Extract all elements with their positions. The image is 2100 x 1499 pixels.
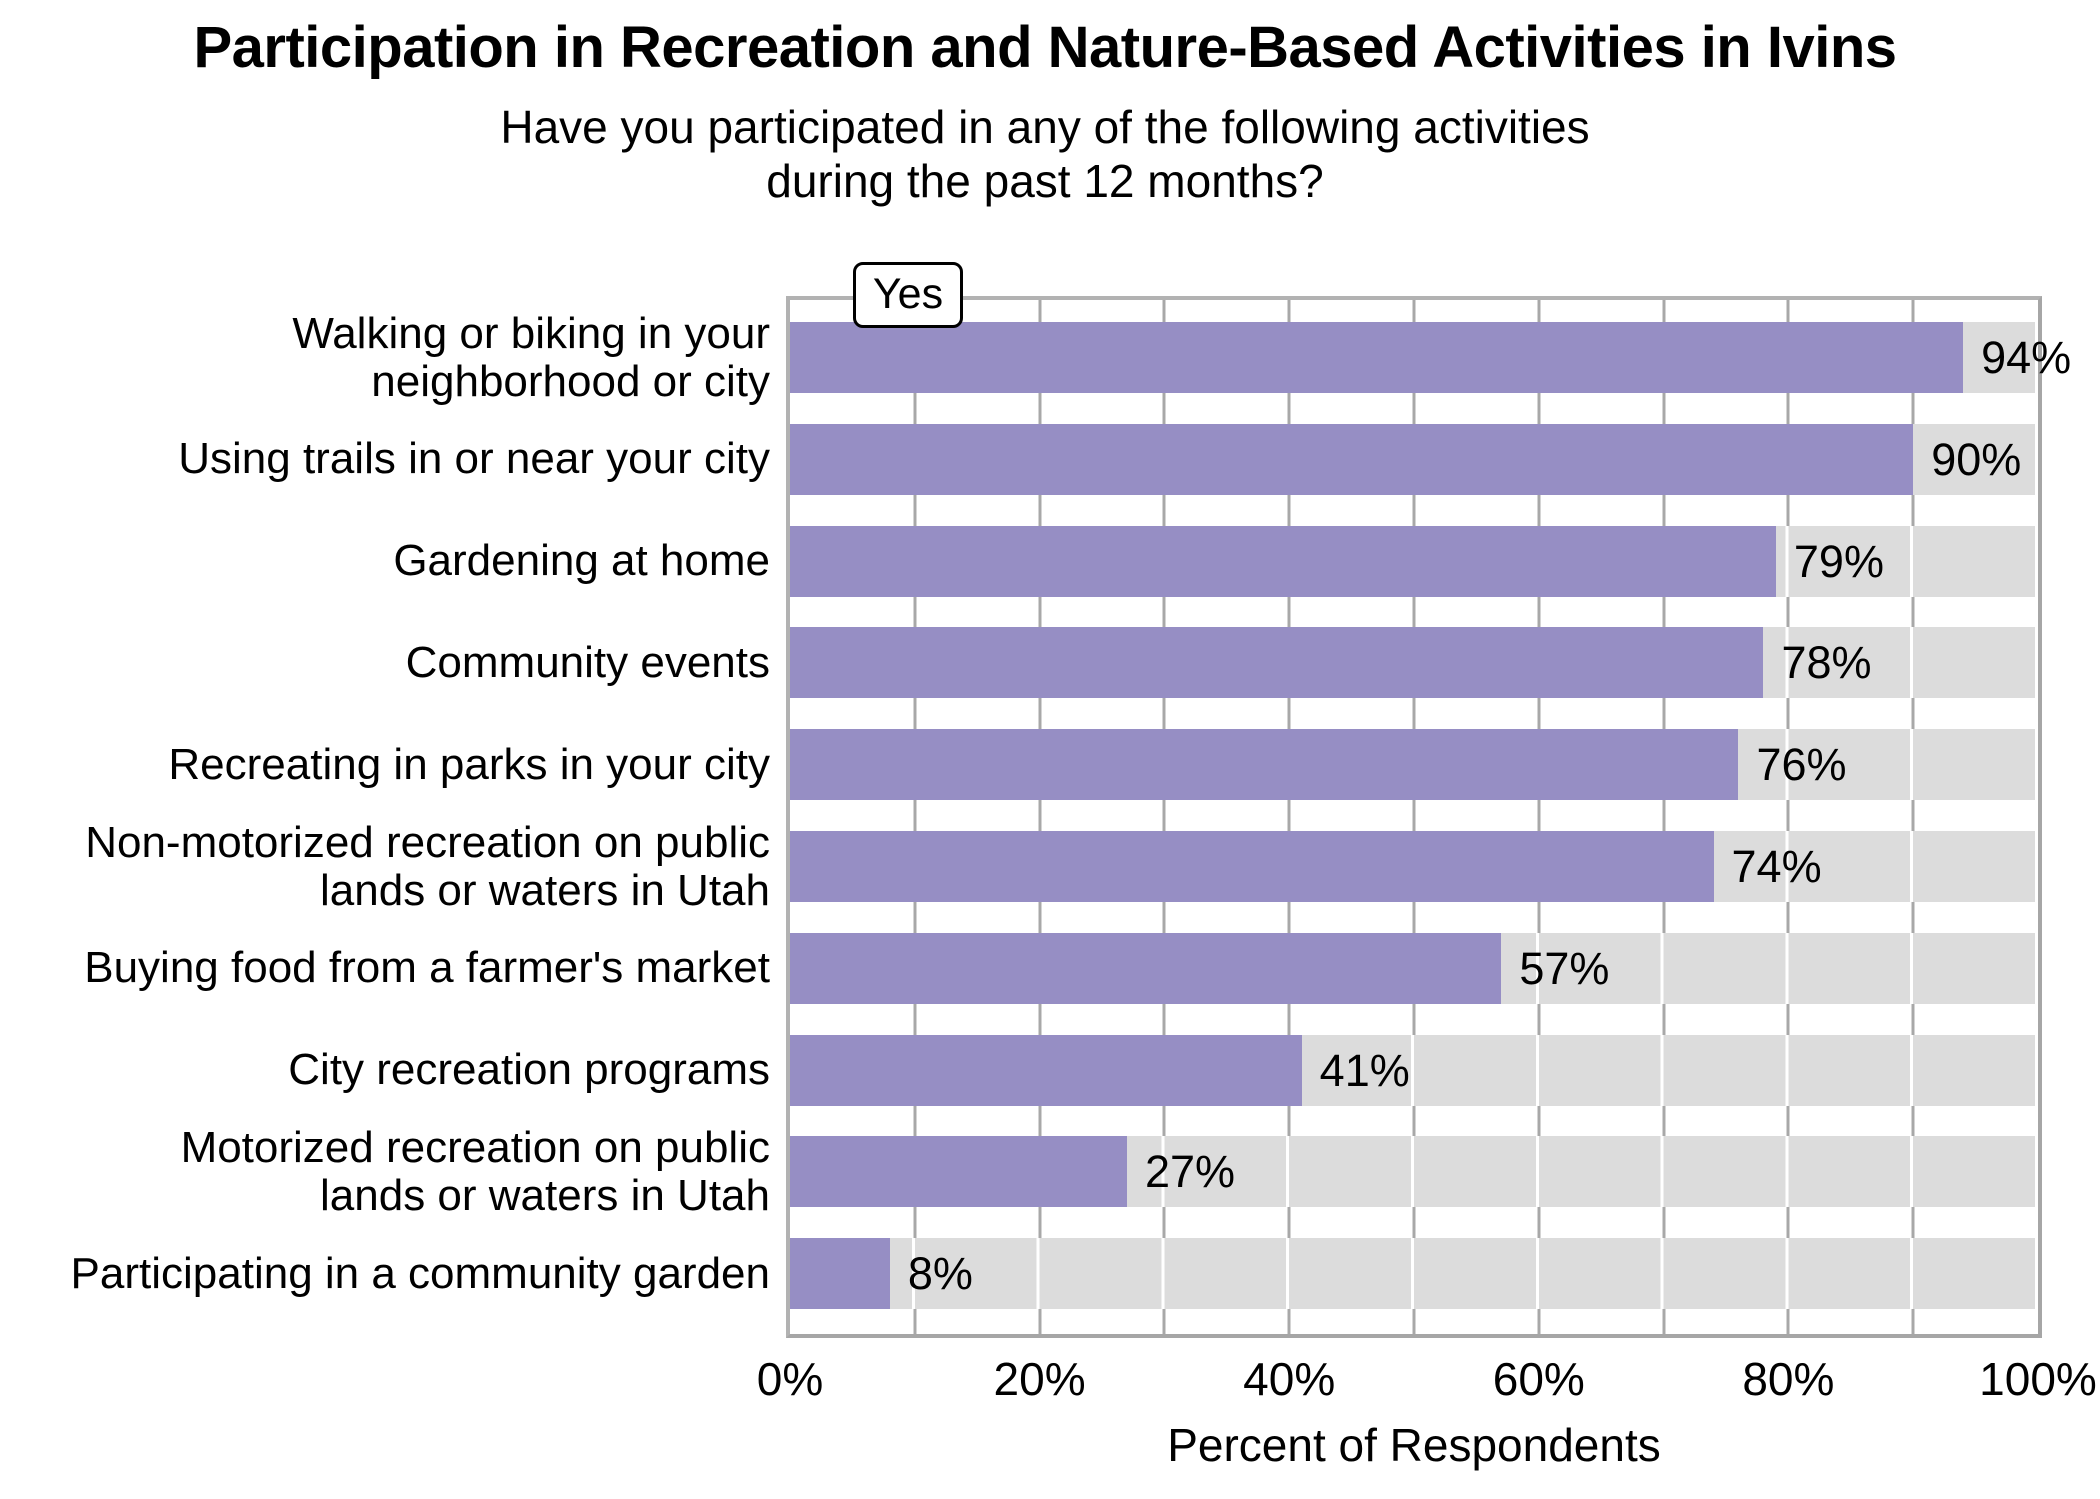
gridline-30pct [1162, 300, 1166, 1334]
bar-yes [790, 1034, 1302, 1106]
legend-yes-label: Yes [872, 270, 944, 318]
chart-subtitle-line1: Have you participated in any of the foll… [500, 101, 1590, 153]
category-label-line: Non-motorized recreation on public [85, 817, 770, 867]
bar-row: 78% [790, 627, 2038, 699]
bar-row: 76% [790, 729, 2038, 801]
bar-yes [790, 322, 1964, 393]
gridline-40pct [1287, 300, 1291, 1334]
bar-row: 41% [790, 1034, 2038, 1106]
bar-row: 8% [790, 1238, 2038, 1310]
x-tick-label: 100% [1979, 1353, 2097, 1405]
value-label: 76% [1756, 739, 1847, 791]
x-tick-label: 80% [1742, 1353, 1835, 1405]
category-label: Non-motorized recreation on public lands … [0, 817, 770, 915]
gridline-60pct [1537, 300, 1541, 1334]
category-label: Walking or biking in your neighborhood or… [0, 308, 770, 406]
plot-area: Yes 94% 90% 79% 78% 76% 74% 57% 41% 27% 8% [786, 262, 2071, 1338]
chart-subtitle: Have you participated in any of the foll… [0, 100, 2090, 208]
bar-row: 57% [790, 932, 2038, 1004]
value-label: 41% [1319, 1044, 1410, 1096]
category-label: Motorized recreation on public lands or w… [0, 1122, 770, 1220]
bar-track [790, 1238, 2038, 1310]
bar-yes [790, 831, 1714, 902]
gridline-20pct [1038, 300, 1042, 1334]
gridline-80pct [1786, 300, 1790, 1334]
bar-row: 74% [790, 831, 2038, 902]
category-label: Gardening at home [0, 537, 770, 585]
x-axis-ticks: 0% 20% 40% 60% 80% 100% [757, 1352, 2097, 1405]
x-tick-label: 40% [1243, 1353, 1336, 1405]
bar-yes [790, 932, 1502, 1004]
chart-subtitle-line2: during the past 12 months? [766, 155, 1324, 207]
category-label-line: lands or waters in Utah [320, 865, 770, 915]
gridline-70pct [1662, 300, 1666, 1334]
category-label-line: lands or waters in Utah [320, 1170, 770, 1220]
x-tick-label: 60% [1492, 1353, 1585, 1405]
value-label: 78% [1781, 637, 1872, 689]
category-label-line: Motorized recreation on public [180, 1122, 770, 1172]
chart-title: Participation in Recreation and Nature-B… [193, 15, 1897, 80]
bar-yes [790, 1136, 1127, 1208]
category-label-line: City recreation programs [288, 1045, 770, 1095]
x-axis-title: Percent of Respondents [1167, 1419, 1661, 1471]
bar-yes [790, 525, 1776, 597]
value-label: 8% [907, 1248, 973, 1300]
bar-yes [790, 1238, 890, 1310]
category-label-line: Recreating in parks in your city [168, 739, 770, 789]
bar-row: 79% [790, 525, 2038, 597]
legend-yes-box: Yes [853, 262, 963, 328]
bar-yes [790, 423, 1914, 495]
bar-row: 94% [790, 322, 2071, 393]
category-label: City recreation programs [0, 1046, 770, 1094]
category-label-line: Community events [405, 637, 770, 687]
category-label: Community events [0, 637, 770, 687]
bar-row: 90% [790, 423, 2038, 495]
category-label-line: Participating in a community garden [70, 1248, 770, 1298]
category-label-line: Using trails in or near your city [178, 434, 770, 484]
bar-yes [790, 627, 1764, 699]
value-label: 90% [1931, 433, 2022, 485]
value-label: 74% [1731, 841, 1822, 892]
category-label: Recreating in parks in your city [0, 739, 770, 789]
category-label-line: neighborhood or city [371, 356, 770, 406]
category-axis: Walking or biking in your neighborhood or… [0, 300, 770, 1334]
x-tick-label: 20% [993, 1353, 1086, 1405]
value-label: 27% [1144, 1146, 1236, 1198]
gridline-50pct [1412, 300, 1416, 1334]
x-tick-label: 0% [756, 1353, 824, 1405]
bar-yes [790, 729, 1739, 801]
value-label: 79% [1793, 535, 1884, 587]
value-label: 57% [1519, 942, 1610, 994]
category-label-line: Walking or biking in your [292, 308, 770, 358]
gridline-10pct [913, 300, 917, 1334]
category-label: Using trails in or near your city [0, 435, 770, 483]
category-label: Participating in a community garden [0, 1248, 770, 1298]
category-label-line: Buying food from a farmer's market [84, 943, 770, 993]
category-label-line: Gardening at home [393, 536, 770, 586]
value-label: 94% [1981, 332, 2072, 383]
gridline-90pct [1911, 300, 1915, 1334]
category-label: Buying food from a farmer's market [0, 944, 770, 992]
bar-row: 27% [790, 1136, 2038, 1208]
